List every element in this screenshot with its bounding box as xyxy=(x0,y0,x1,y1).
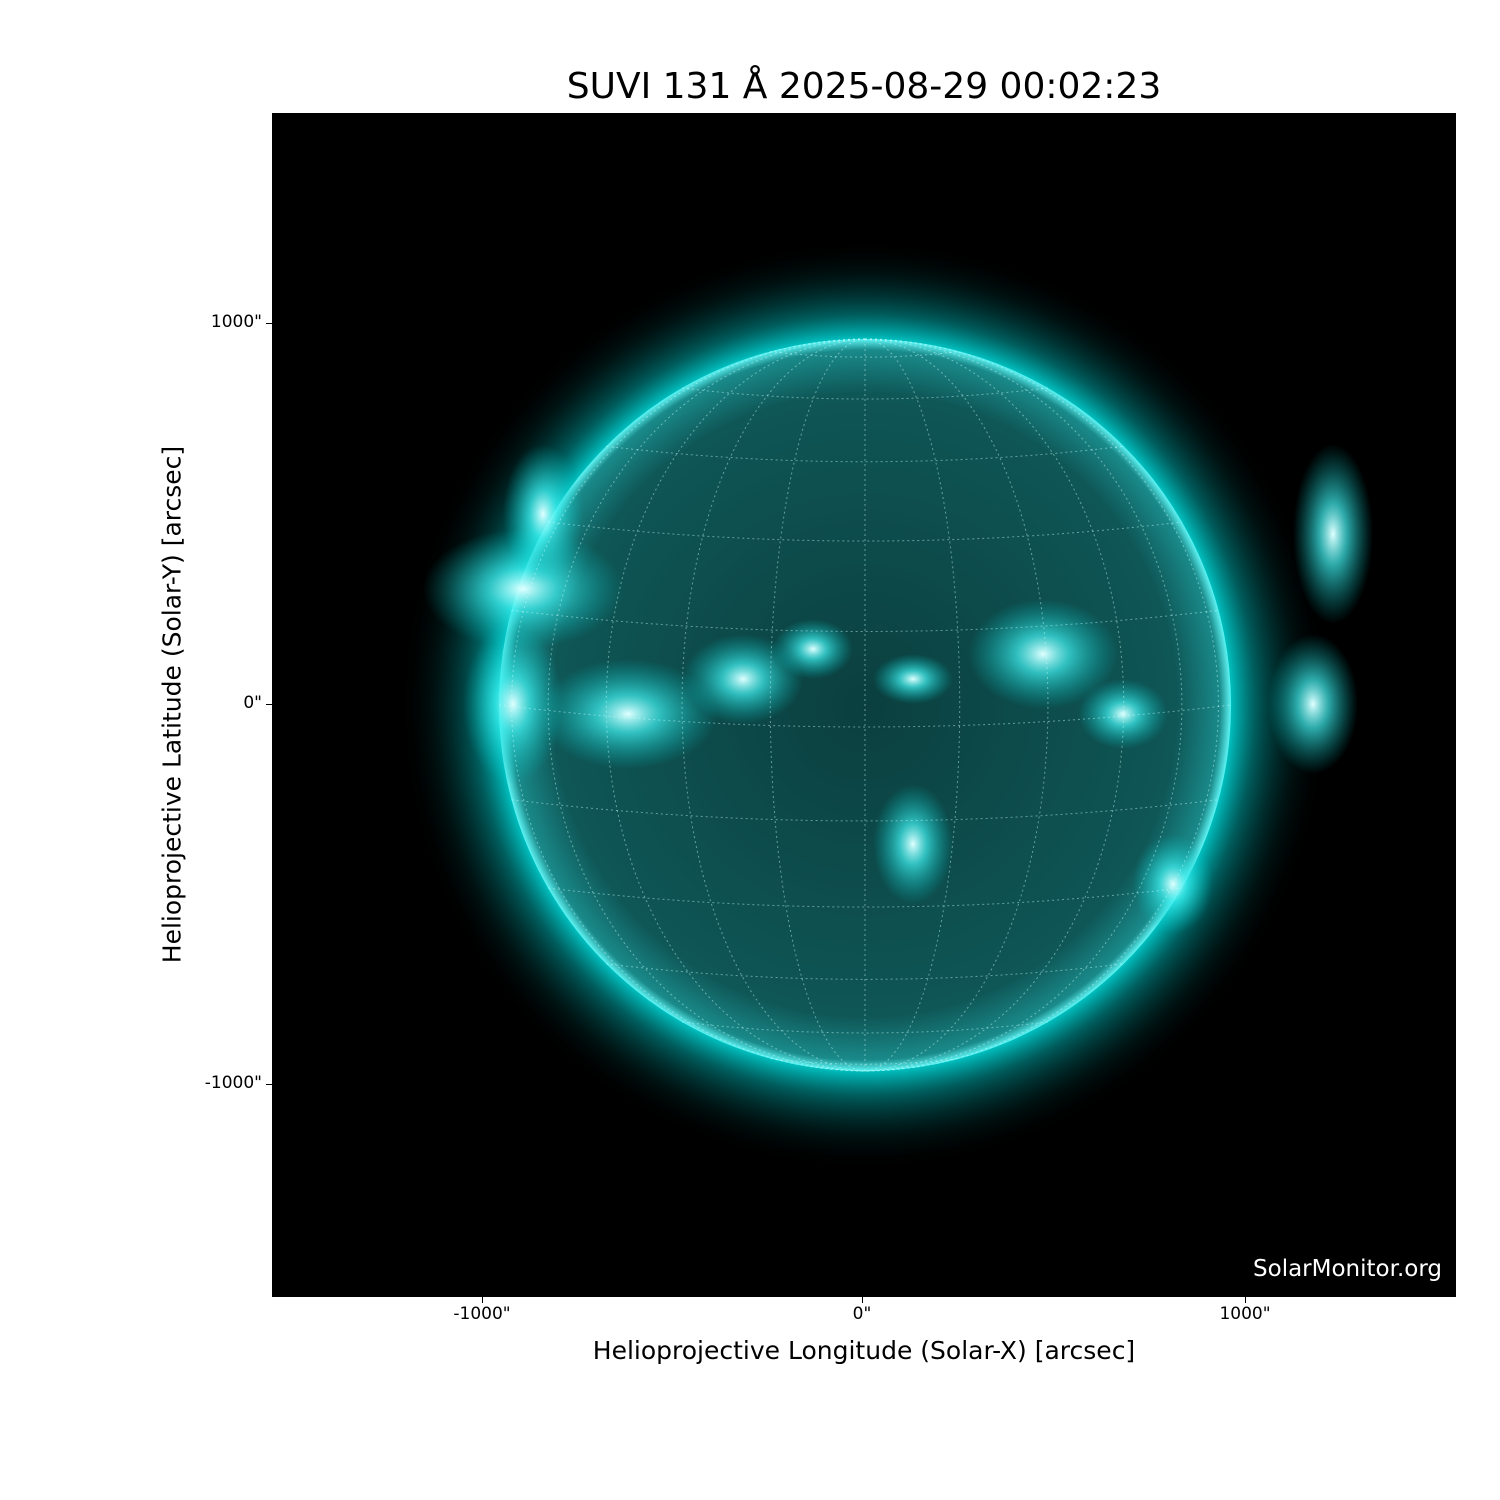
longitude-gridline xyxy=(864,338,1183,1072)
y-tick-mark xyxy=(266,704,272,705)
bright-region xyxy=(773,619,853,679)
bright-region xyxy=(968,599,1118,709)
longitude-gridline xyxy=(864,338,961,1072)
x-tick-mark xyxy=(482,1297,483,1303)
y-tick-mark xyxy=(266,1084,272,1085)
x-axis-label: Helioprojective Longitude (Solar-X) [arc… xyxy=(592,1336,1136,1365)
y-tick-label: 1000" xyxy=(210,312,262,332)
x-tick-label: -1000" xyxy=(453,1304,511,1324)
x-tick-label: 0" xyxy=(852,1304,872,1324)
longitude-gridline xyxy=(681,338,866,1072)
bright-region xyxy=(503,444,583,584)
latitude-gridline xyxy=(511,609,1219,632)
bright-region xyxy=(1078,679,1168,749)
latitude-gridline xyxy=(606,963,1124,980)
latitude-gridline xyxy=(547,521,1183,542)
longitude-gridline xyxy=(864,338,1219,1072)
plot-title: SUVI 131 Å 2025-08-29 00:02:23 xyxy=(566,66,1162,107)
longitude-gridline xyxy=(864,338,1125,1072)
x-tick-mark xyxy=(1245,1297,1246,1303)
bright-region xyxy=(873,654,953,704)
solar-image-axes xyxy=(272,113,1456,1297)
longitude-gridline xyxy=(511,338,866,1072)
latitude-gridline xyxy=(498,704,1232,728)
bright-region xyxy=(463,624,563,784)
bright-region xyxy=(1293,444,1373,624)
bright-region xyxy=(538,659,718,769)
watermark: SolarMonitor.org xyxy=(1253,1256,1442,1282)
y-tick-label: 0" xyxy=(243,693,262,713)
latitude-gridline xyxy=(511,799,1219,822)
latitude-gridline xyxy=(547,887,1183,908)
longitude-gridline xyxy=(769,338,866,1072)
y-tick-label: -1000" xyxy=(204,1073,262,1093)
x-tick-label: 1000" xyxy=(1219,1304,1271,1324)
bright-region xyxy=(1268,634,1358,774)
sun-image xyxy=(400,240,1373,1170)
latitude-gridline xyxy=(606,445,1124,463)
bright-region xyxy=(873,784,953,904)
bright-region xyxy=(1133,834,1213,934)
x-tick-mark xyxy=(862,1297,863,1303)
longitude-gridline xyxy=(864,338,1049,1072)
y-axis-label: Helioprojective Latitude (Solar-Y) [arcs… xyxy=(157,445,187,964)
longitude-gridline xyxy=(547,338,866,1072)
bright-region xyxy=(683,634,803,724)
longitude-gridline xyxy=(605,338,866,1072)
solar-disk xyxy=(499,339,1231,1071)
y-tick-mark xyxy=(266,323,272,324)
